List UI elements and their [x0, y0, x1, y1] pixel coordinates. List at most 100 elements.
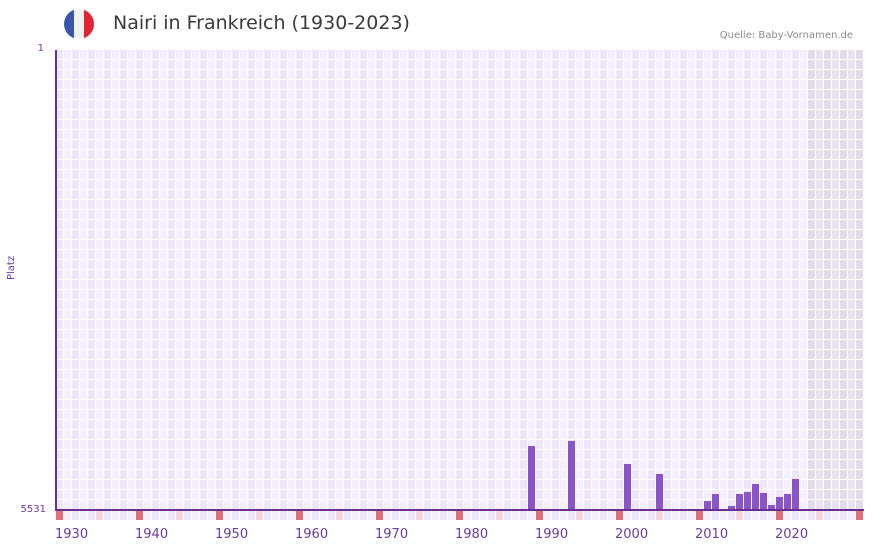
- year-marker: [224, 511, 231, 520]
- year-marker: [384, 511, 391, 520]
- year-marker: [848, 511, 855, 520]
- year-marker: [752, 511, 759, 520]
- year-column: [320, 50, 328, 510]
- year-marker: [184, 511, 191, 520]
- year-marker: [832, 511, 839, 520]
- year-column: [640, 50, 648, 510]
- bar-2001[interactable]: [624, 464, 631, 510]
- bar-2021[interactable]: [784, 494, 791, 510]
- year-column: [192, 50, 200, 510]
- year-marker: [544, 511, 551, 520]
- year-marker: [736, 511, 743, 520]
- year-marker: [168, 511, 175, 520]
- year-column: [144, 50, 152, 510]
- year-marker: [640, 511, 647, 520]
- year-column: [184, 50, 192, 510]
- year-column: [328, 50, 336, 510]
- year-column: [576, 50, 584, 510]
- year-marker: [576, 511, 583, 520]
- year-marker: [368, 511, 375, 520]
- bar-2016[interactable]: [744, 492, 751, 510]
- year-column: [720, 50, 728, 510]
- year-marker: [648, 511, 655, 520]
- year-column: [672, 50, 680, 510]
- year-column: [800, 50, 808, 510]
- year-column: [280, 50, 288, 510]
- year-marker: [200, 511, 207, 520]
- year-column: [472, 50, 480, 510]
- bar-2014[interactable]: [728, 506, 735, 510]
- year-marker: [288, 511, 295, 520]
- bar-2020[interactable]: [776, 497, 783, 510]
- year-marker: [72, 511, 79, 520]
- year-marker: [760, 511, 767, 520]
- year-marker: [784, 511, 791, 520]
- bar-1994[interactable]: [568, 441, 575, 510]
- year-marker: [352, 511, 359, 520]
- year-column: [168, 50, 176, 510]
- year-column: [600, 50, 608, 510]
- year-marker: [552, 511, 559, 520]
- year-column: [776, 50, 784, 510]
- year-marker: [456, 511, 463, 520]
- year-marker: [584, 511, 591, 520]
- year-column: [384, 50, 392, 510]
- year-marker: [592, 511, 599, 520]
- year-marker: [568, 511, 575, 520]
- year-column: [272, 50, 280, 510]
- year-marker: [856, 511, 863, 520]
- year-marker: [232, 511, 239, 520]
- bar-1989[interactable]: [528, 446, 535, 510]
- year-column: [704, 50, 712, 510]
- bar-2017[interactable]: [752, 484, 759, 510]
- bar-2018[interactable]: [760, 493, 767, 510]
- year-column: [176, 50, 184, 510]
- year-marker: [608, 511, 615, 520]
- bar-2019[interactable]: [768, 505, 775, 510]
- year-column: [112, 50, 120, 510]
- year-column: [544, 50, 552, 510]
- year-marker: [320, 511, 327, 520]
- year-marker: [704, 511, 711, 520]
- year-column: [56, 50, 64, 510]
- year-marker: [488, 511, 495, 520]
- year-marker: [672, 511, 679, 520]
- chart-title: Nairi in Frankreich (1930-2023): [113, 12, 410, 34]
- year-marker: [408, 511, 415, 520]
- year-marker: [816, 511, 823, 520]
- year-column: [496, 50, 504, 510]
- x-tick-label: 2000: [615, 527, 649, 542]
- year-column: [208, 50, 216, 510]
- year-column: [360, 50, 368, 510]
- x-tick-label: 2010: [695, 527, 729, 542]
- year-marker: [688, 511, 695, 520]
- year-column: [424, 50, 432, 510]
- year-column: [336, 50, 344, 510]
- year-column: [344, 50, 352, 510]
- year-marker: [360, 511, 367, 520]
- year-column: [752, 50, 760, 510]
- year-column: [584, 50, 592, 510]
- year-column: [616, 50, 624, 510]
- year-column: [160, 50, 168, 510]
- year-column: [840, 50, 848, 510]
- bar-2015[interactable]: [736, 494, 743, 510]
- year-marker: [328, 511, 335, 520]
- year-column: [240, 50, 248, 510]
- y-tick-top: 1: [37, 43, 44, 54]
- bar-2012[interactable]: [712, 494, 719, 510]
- france-flag-icon: [64, 9, 94, 39]
- year-marker: [312, 511, 319, 520]
- year-column: [656, 50, 664, 510]
- year-column: [264, 50, 272, 510]
- bar-2022[interactable]: [792, 479, 799, 510]
- year-marker: [64, 511, 71, 520]
- year-marker: [528, 511, 535, 520]
- year-marker: [216, 511, 223, 520]
- year-marker: [400, 511, 407, 520]
- year-marker: [88, 511, 95, 520]
- year-column: [632, 50, 640, 510]
- bar-2011[interactable]: [704, 501, 711, 510]
- bar-2005[interactable]: [656, 474, 663, 510]
- year-column: [520, 50, 528, 510]
